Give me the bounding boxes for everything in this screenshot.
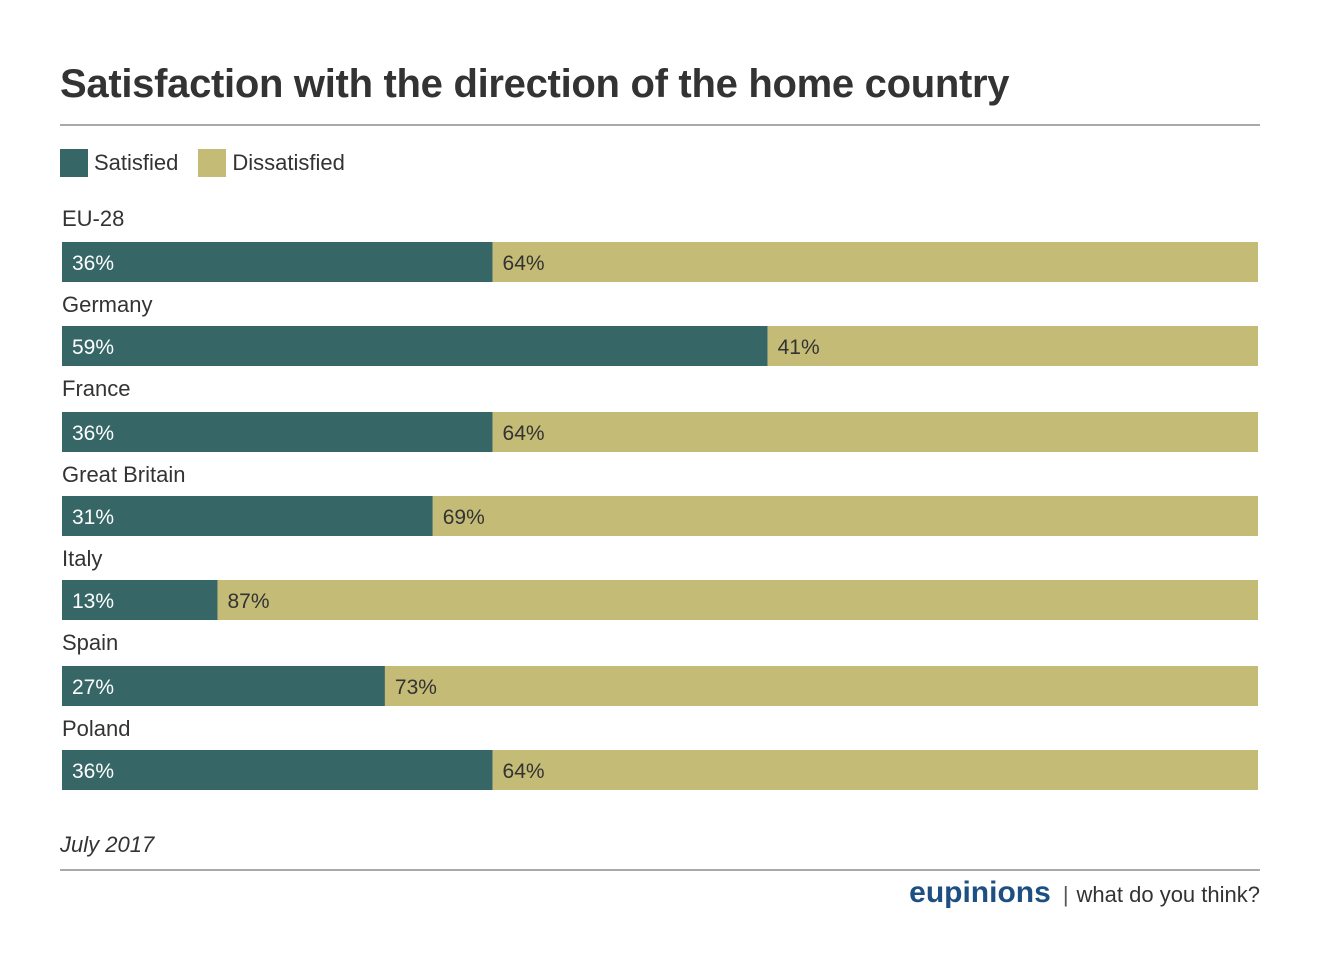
bar-satisfied-eu-28	[62, 242, 493, 282]
legend-item-dissatisfied: Dissatisfied	[198, 149, 345, 177]
data-label-dissatisfied-eu-28: 64%	[503, 252, 545, 275]
data-label-satisfied-spain: 27%	[72, 676, 114, 699]
title-divider	[60, 124, 1260, 126]
category-label-spain: Spain	[62, 630, 118, 655]
category-label-france: France	[62, 376, 130, 401]
data-label-dissatisfied-germany: 41%	[778, 336, 820, 359]
data-label-dissatisfied-italy: 87%	[227, 590, 269, 613]
bar-satisfied-france	[62, 412, 493, 452]
data-label-satisfied-italy: 13%	[72, 590, 114, 613]
data-label-dissatisfied-great-britain: 69%	[443, 506, 485, 529]
footer-divider	[60, 869, 1260, 871]
data-label-satisfied-germany: 59%	[72, 336, 114, 359]
legend-label-satisfied: Satisfied	[94, 150, 179, 175]
bar-dissatisfied-eu-28	[492, 242, 1258, 282]
legend-label-dissatisfied: Dissatisfied	[232, 150, 345, 175]
chart-title: Satisfaction with the direction of the h…	[60, 62, 1010, 106]
data-label-satisfied-france: 36%	[72, 422, 114, 445]
bar-dissatisfied-france	[492, 412, 1258, 452]
data-label-dissatisfied-poland: 64%	[503, 760, 545, 783]
brand-logo: eupinions	[909, 876, 1051, 909]
brand-separator: |	[1062, 882, 1069, 907]
category-label-italy: Italy	[62, 546, 102, 571]
data-label-dissatisfied-spain: 73%	[395, 676, 437, 699]
legend-swatch-dissatisfied	[198, 149, 227, 177]
data-label-dissatisfied-france: 64%	[503, 422, 545, 445]
survey-date-note: July 2017	[60, 832, 155, 857]
data-label-satisfied-great-britain: 31%	[72, 506, 114, 529]
legend-swatch-satisfied	[60, 149, 88, 177]
bar-satisfied-germany	[62, 326, 768, 366]
category-label-poland: Poland	[62, 716, 131, 741]
brand-tagline: what do you think?	[1076, 882, 1260, 907]
category-label-eu-28: EU-28	[62, 206, 124, 231]
bar-dissatisfied-poland	[492, 750, 1258, 790]
bar-dissatisfied-italy	[217, 580, 1259, 620]
bar-dissatisfied-spain	[384, 666, 1258, 706]
category-label-great-britain: Great Britain	[62, 462, 186, 487]
bar-satisfied-spain	[62, 666, 385, 706]
brand-footer: eupinions | what do you think?	[909, 876, 1260, 910]
data-label-satisfied-poland: 36%	[72, 760, 114, 783]
bar-satisfied-poland	[62, 750, 493, 790]
bar-satisfied-great-britain	[62, 496, 433, 536]
legend-item-satisfied: Satisfied	[60, 149, 178, 177]
category-label-germany: Germany	[62, 292, 152, 317]
bar-dissatisfied-germany	[767, 326, 1258, 366]
data-label-satisfied-eu-28: 36%	[72, 252, 114, 275]
legend: Satisfied Dissatisfied	[60, 149, 365, 177]
bar-satisfied-italy	[62, 580, 218, 620]
bar-dissatisfied-great-britain	[432, 496, 1258, 536]
